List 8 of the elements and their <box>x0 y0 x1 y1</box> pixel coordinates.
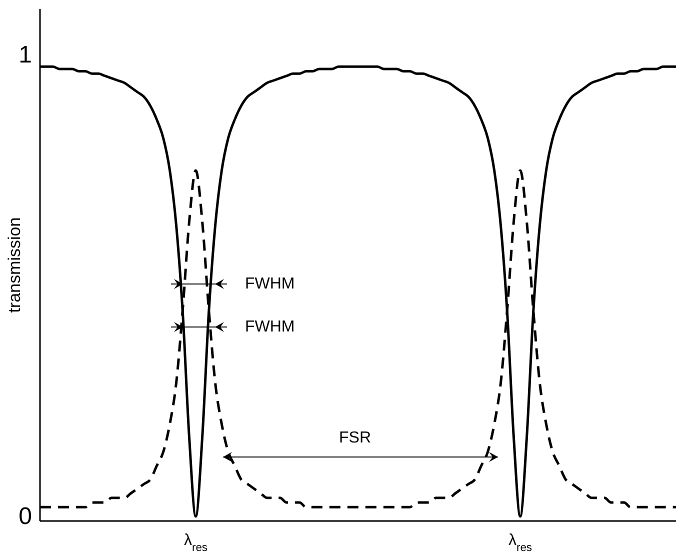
annotation: FWHM <box>245 276 295 292</box>
annotation: FSR <box>339 430 371 446</box>
x-tick-label: λ$_{res}$ <box>508 532 532 554</box>
x-tick-label: λ$_{res}$ <box>184 532 208 554</box>
y-tick-label: 1 <box>18 42 32 69</box>
y-tick-label: 0 <box>18 502 32 530</box>
annotation: FWHM <box>245 318 295 336</box>
y-axis-title: transmission <box>5 217 24 313</box>
